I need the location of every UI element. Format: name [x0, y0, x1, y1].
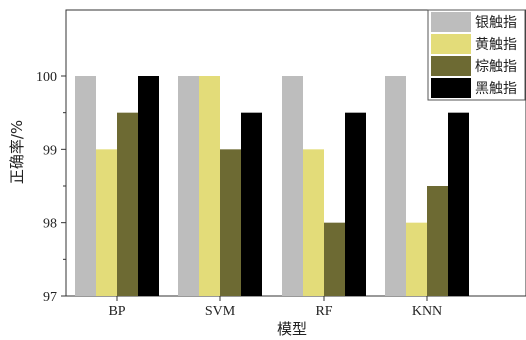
- y-tick-label: 97: [43, 290, 57, 305]
- bar-knn-series-4: [448, 112, 469, 297]
- y-axis-title: 正确率/%: [8, 120, 26, 184]
- bar-svm-series-2: [199, 76, 220, 296]
- bar-knn-series-2: [406, 222, 427, 296]
- x-axis-title: 模型: [277, 320, 307, 338]
- legend-swatch-series-1: [431, 12, 471, 32]
- bar-knn-series-3: [427, 186, 448, 296]
- legend-swatch-series-2: [431, 34, 471, 54]
- bar-knn-series-1: [385, 76, 406, 296]
- x-tick-label-bp: BP: [108, 304, 125, 319]
- x-tick-label-svm: SVM: [205, 304, 236, 319]
- bar-rf-series-1: [282, 76, 303, 296]
- bar-bp-series-4: [138, 76, 159, 296]
- bar-svm-series-4: [241, 112, 262, 297]
- legend-label-series-2: 黄触指: [475, 36, 517, 53]
- bar-rf-series-4: [345, 112, 366, 297]
- y-tick-label: 100: [36, 70, 57, 85]
- legend-label-series-1: 银触指: [475, 15, 517, 31]
- y-tick-label: 98: [43, 217, 57, 232]
- x-tick-label-rf: RF: [315, 304, 332, 319]
- legend-swatch-series-4: [431, 78, 471, 98]
- bar-rf-series-3: [324, 222, 345, 296]
- bar-bp-series-2: [96, 149, 117, 296]
- bar-svm-series-1: [178, 76, 199, 296]
- bar-svm-series-3: [220, 149, 241, 296]
- bar-bp-series-3: [117, 112, 138, 297]
- x-tick-label-knn: KNN: [412, 304, 442, 319]
- bar-rf-series-2: [303, 149, 324, 296]
- legend-swatch-series-3: [431, 56, 471, 76]
- legend-label-series-3: 棕触指: [475, 59, 517, 75]
- bar-bp-series-1: [75, 76, 96, 296]
- y-tick-label: 99: [43, 143, 57, 158]
- legend-label-series-4: 黑触指: [475, 81, 517, 97]
